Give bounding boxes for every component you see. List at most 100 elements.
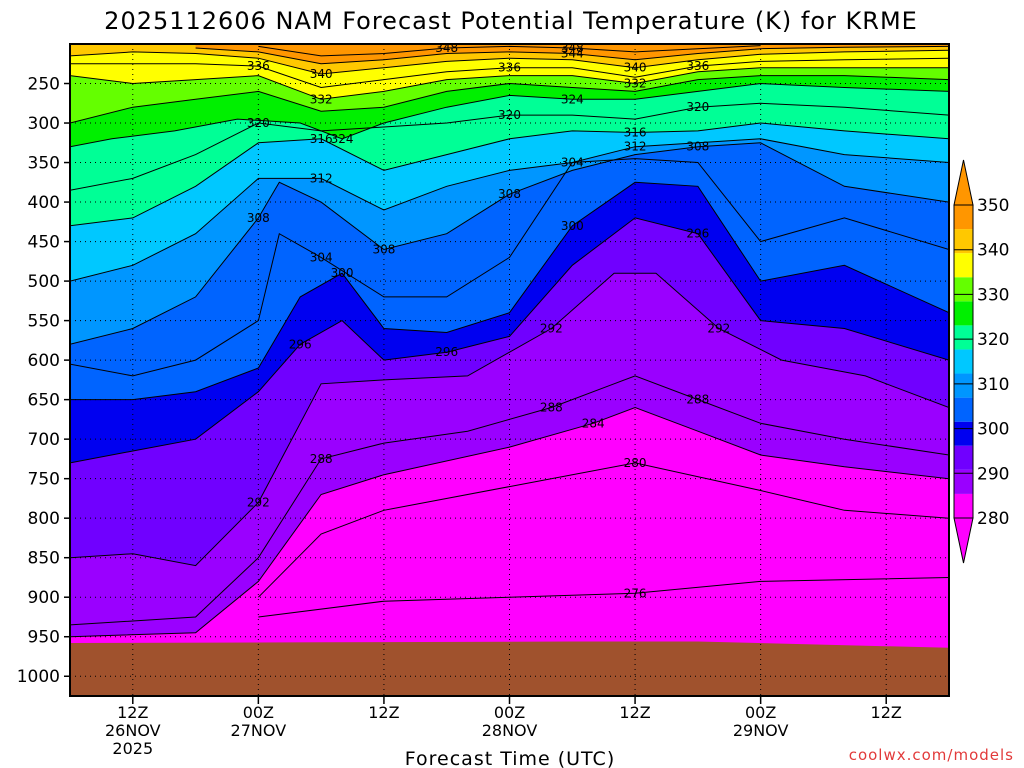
y-tick-label: 950 — [28, 628, 60, 648]
isentrope-276 — [258, 577, 949, 618]
y-tick-label: 300 — [28, 114, 60, 134]
isentrope-328 — [70, 75, 949, 124]
colorbar-swatch — [954, 301, 973, 326]
contour-label: 304 — [561, 156, 584, 170]
colorbar-swatch — [954, 229, 973, 254]
contour-label: 332 — [624, 77, 647, 91]
ground — [70, 641, 949, 696]
x-tick-label: 00Z — [243, 703, 274, 722]
contour-label: 344 — [561, 46, 584, 60]
contour-label: 336 — [686, 59, 709, 73]
contour-label: 340 — [624, 61, 647, 75]
contour-label: 312 — [310, 171, 333, 185]
contour-label: 304 — [310, 250, 333, 264]
colorbar-swatch — [954, 277, 973, 302]
contour-label: 296 — [435, 345, 458, 359]
ground-mask — [70, 641, 949, 696]
x-tick-label: 12Z — [117, 703, 148, 722]
colorbar-swatch — [954, 253, 973, 278]
contour-label: 324 — [561, 92, 584, 106]
contour-label: 340 — [310, 67, 333, 81]
contour-label: 288 — [540, 401, 563, 415]
isentrope-296 — [70, 217, 949, 464]
contour-label: 308 — [686, 140, 709, 154]
colorbar-label: 340 — [977, 241, 1009, 261]
grid — [70, 44, 949, 696]
contour-label: 292 — [540, 322, 563, 336]
contour-label: 288 — [310, 452, 333, 466]
contour-label: 312 — [624, 140, 647, 154]
contour-label: 348 — [435, 41, 458, 55]
chart-title: 2025112606 NAM Forecast Potential Temper… — [104, 7, 918, 35]
y-tick-label: 800 — [28, 509, 60, 529]
colorbar-label: 290 — [977, 464, 1009, 484]
contour-label: 300 — [331, 266, 354, 280]
y-tick-label: 600 — [28, 351, 60, 371]
isentrope-320 — [70, 102, 949, 191]
colorbar-swatch — [954, 397, 973, 422]
y-tick-label: 700 — [28, 430, 60, 450]
isentrope-292 — [70, 272, 949, 567]
y-tick-label: 850 — [28, 549, 60, 569]
isentrope-280 — [258, 462, 949, 598]
x-tick-label: 12Z — [871, 703, 902, 722]
contour-label: 320 — [247, 116, 270, 130]
colorbar-swatch — [954, 325, 973, 350]
contour-label: 324 — [331, 132, 354, 146]
contour-label: 296 — [686, 227, 709, 241]
x-tick-label: 12Z — [368, 703, 399, 722]
contour-label: 276 — [624, 586, 647, 600]
y-tick-label: 900 — [28, 588, 60, 608]
isentrope-300 — [70, 181, 949, 401]
y-tick-label: 450 — [28, 233, 60, 253]
y-tick-label: 750 — [28, 470, 60, 490]
x-tick-label: 29NOV — [733, 721, 789, 740]
isentrope-332 — [70, 67, 949, 100]
isentrope-316 — [70, 122, 949, 227]
contour-label: 308 — [372, 242, 395, 256]
isentrope-284 — [70, 406, 949, 638]
contour-label: 336 — [247, 59, 270, 73]
contour-label: 292 — [707, 322, 730, 336]
contour-label: 292 — [247, 495, 270, 509]
y-tick-label: 350 — [28, 154, 60, 174]
contour-label: 284 — [582, 416, 605, 430]
isentrope-340 — [70, 49, 949, 75]
colorbar-swatch — [954, 445, 973, 470]
colorbar-swatch — [954, 421, 973, 446]
contour-label: 320 — [686, 100, 709, 114]
isentropes — [70, 45, 949, 638]
x-tick-label: 00Z — [745, 703, 776, 722]
x-tick-label: 27NOV — [231, 721, 287, 740]
contour-labels: 276 280 284 288 288 288 292 292 292 296 296 296 300 3… — [247, 41, 730, 600]
colorbar-swatch — [954, 205, 973, 230]
colorbar-swatch — [954, 349, 973, 374]
colorbar-low — [953, 517, 974, 564]
isentrope-288 — [70, 375, 949, 626]
colorbar-label: 350 — [977, 196, 1009, 216]
contour-label: 308 — [247, 211, 270, 225]
contour-label: 288 — [686, 393, 709, 407]
x-tick-label: 2025 — [112, 739, 153, 758]
colorbar-high — [953, 159, 974, 206]
x-tick-label: 00Z — [494, 703, 525, 722]
x-tick-label: 28NOV — [482, 721, 538, 740]
isentrope-324 — [70, 82, 949, 148]
y-tick-label: 250 — [28, 75, 60, 95]
isentrope-304 — [70, 158, 949, 377]
isentrope-344 — [195, 45, 949, 65]
colorbar-swatch — [954, 469, 973, 494]
colorbar-label: 320 — [977, 330, 1009, 350]
contour-label: 308 — [498, 187, 521, 201]
contour-label: 332 — [310, 92, 333, 106]
isentrope-308 — [70, 142, 949, 345]
colorbar-label: 310 — [977, 375, 1009, 395]
contour-label: 296 — [289, 337, 312, 351]
isentrope-336 — [70, 57, 949, 89]
colorbar-swatch — [954, 493, 973, 518]
x-tick-label: 12Z — [619, 703, 650, 722]
y-tick-label: 500 — [28, 272, 60, 292]
y-tick-label: 550 — [28, 312, 60, 332]
contour-label: 316 — [310, 132, 333, 146]
